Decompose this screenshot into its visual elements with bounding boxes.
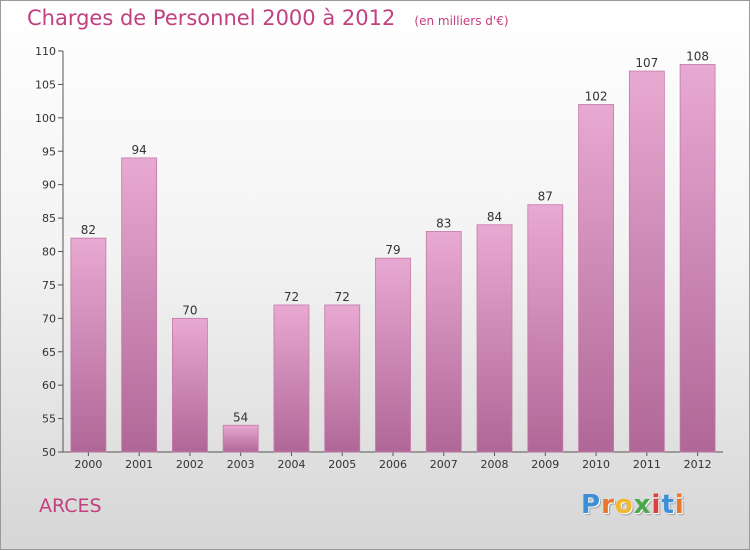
y-tick-label: 85 [42, 212, 56, 225]
bars: 82 94 70 54 72 72 79 83 84 87 102 107 108 [70, 49, 716, 453]
bar-2005 [324, 304, 361, 453]
bar-2000 [70, 237, 107, 453]
value-label: 107 [635, 56, 658, 70]
x-tick-label: 2001 [125, 458, 153, 471]
y-tick-label: 65 [42, 346, 56, 359]
x-tick-label: 2012 [684, 458, 712, 471]
bar-2007 [425, 231, 462, 453]
x-tick-label: 2000 [74, 458, 102, 471]
value-label: 72 [335, 290, 350, 304]
proxiti-logo: Proxiti [581, 490, 685, 520]
bar-2008 [476, 224, 513, 453]
logo-letter: P [581, 490, 602, 520]
bar-2006 [375, 257, 411, 453]
value-label: 70 [182, 303, 197, 317]
value-label: 83 [436, 216, 451, 230]
x-tick-label: 2006 [379, 458, 407, 471]
x-tick-label: 2002 [176, 458, 204, 471]
bar-2004 [273, 304, 310, 453]
x-tick-label: 2005 [328, 458, 356, 471]
logo-letter: i [651, 490, 662, 520]
y-tick-label: 60 [42, 379, 56, 392]
x-tick-label: 2007 [430, 458, 458, 471]
y-tick-label: 100 [35, 112, 56, 125]
x-tick-label: 2008 [481, 458, 509, 471]
bar-2002 [172, 317, 208, 453]
bar-2001 [121, 157, 158, 453]
bar-2003 [222, 424, 259, 453]
y-axis: 50 55 60 65 70 75 80 85 90 95 100 105 110 [35, 45, 64, 459]
logo-letter: i [674, 490, 685, 520]
y-tick-label: 95 [42, 145, 56, 158]
y-tick-label: 90 [42, 179, 56, 192]
y-tick-label: 80 [42, 246, 56, 259]
value-label: 87 [538, 190, 553, 204]
logo-letter: t [661, 490, 675, 520]
y-tick-label: 50 [42, 446, 56, 459]
x-tick-label: 2003 [227, 458, 255, 471]
bar-2012 [679, 63, 716, 453]
value-label: 79 [385, 243, 400, 257]
y-tick-label: 55 [42, 413, 56, 426]
commune-name: ARCES [39, 495, 102, 517]
bar-2009 [527, 204, 564, 453]
x-tick-label: 2011 [633, 458, 661, 471]
title-row: Charges de Personnel 2000 à 2012 (en mil… [27, 6, 509, 30]
logo-letter: r [601, 490, 615, 520]
bar-2011 [628, 70, 665, 453]
value-label: 94 [132, 143, 147, 157]
unit-note: (en milliers d'€) [414, 14, 509, 28]
logo-letter: x [633, 490, 652, 520]
value-label: 102 [585, 89, 608, 103]
y-tick-label: 70 [42, 312, 56, 325]
value-label: 54 [233, 410, 248, 424]
value-label: 108 [686, 49, 709, 63]
chart-title: Charges de Personnel 2000 à 2012 [27, 6, 396, 30]
x-tick-label: 2010 [582, 458, 610, 471]
value-label: 82 [81, 223, 96, 237]
value-label: 72 [284, 290, 299, 304]
y-tick-label: 75 [42, 279, 56, 292]
x-axis: 2000 2001 2002 2003 2004 2005 2006 2007 2008 2009… [63, 451, 723, 471]
y-tick-label: 110 [35, 45, 56, 58]
logo-letter: o [614, 490, 634, 520]
x-tick-label: 2009 [531, 458, 559, 471]
y-tick-label: 105 [35, 78, 56, 91]
value-label: 84 [487, 210, 502, 224]
bar-2010 [578, 104, 614, 453]
x-tick-label: 2004 [277, 458, 305, 471]
